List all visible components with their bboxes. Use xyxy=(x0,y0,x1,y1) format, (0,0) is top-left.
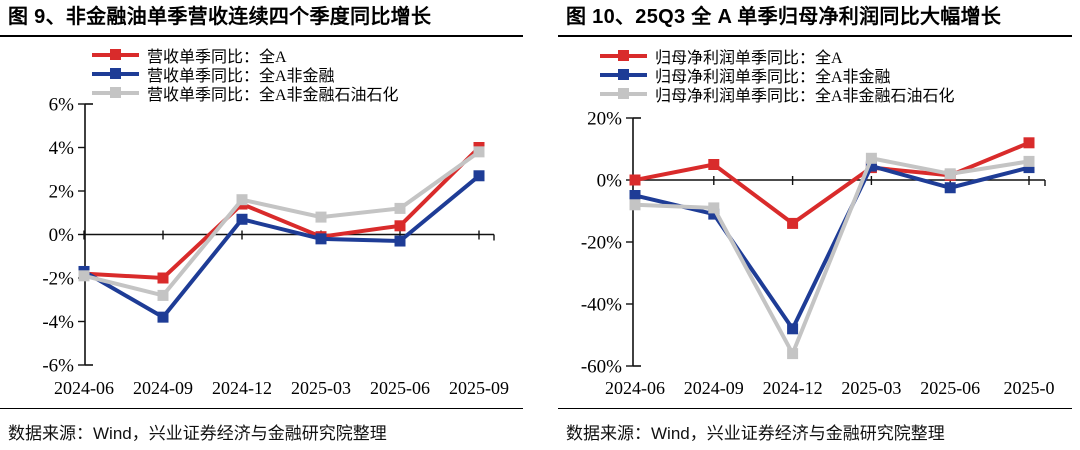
svg-text:2024-09: 2024-09 xyxy=(684,378,744,398)
legend-line-marker-icon xyxy=(600,88,647,99)
svg-text:2025-0: 2025-0 xyxy=(1004,378,1055,398)
legend-item-label: 归母净利润单季同比：全A xyxy=(655,49,843,67)
svg-text:2%: 2% xyxy=(49,182,75,203)
svg-text:2024-09: 2024-09 xyxy=(133,378,193,398)
svg-text:-60%: -60% xyxy=(581,357,622,378)
figure-10-panel: 20% 0% -20% -40% -60% 2024-06 2024-09 2024-12 20… xyxy=(540,0,1080,450)
legend-line-marker-icon xyxy=(600,69,647,80)
data-source-text: 数据来源：Wind，兴业证券经济与金融研究院整理 xyxy=(566,424,945,443)
figure-9-panel: 6% 4% 2% 0% -2% -4% -6% 2024-06 2024-09 2024-12 20… xyxy=(0,0,523,444)
legend-item-label: 归母净利润单季同比：全A非金融 xyxy=(655,68,891,86)
legend-item-label: 营收单季同比：全A非金融石油石化 xyxy=(147,86,399,104)
figure-9-title: 图 9、非金融油单季营收连续四个季度同比增长 xyxy=(0,0,523,37)
svg-text:2025-09: 2025-09 xyxy=(449,378,509,398)
legend-item: 营收单季同比：全A非金融 xyxy=(92,64,399,85)
svg-text:2024-12: 2024-12 xyxy=(212,378,272,398)
figure-10-source-note: 数据来源：Wind，兴业证券经济与金融研究院整理 xyxy=(558,408,1072,444)
figure-10-title-block: 图 10、25Q3 全 A 单季归母净利润同比大幅增长 xyxy=(558,0,1072,37)
svg-text:2024-06: 2024-06 xyxy=(605,378,665,398)
svg-text:0%: 0% xyxy=(49,225,75,246)
svg-text:6%: 6% xyxy=(49,95,75,116)
legend-item-label: 营收单季同比：全A非金融 xyxy=(147,67,335,85)
data-source-text: 数据来源：Wind，兴业证券经济与金融研究院整理 xyxy=(8,424,387,443)
figure-9-legend: 营收单季同比：全A 营收单季同比：全A非金融 营收单季同比：全A非金融石油石化 xyxy=(92,45,399,104)
legend-item: 营收单季同比：全A非金融石油石化 xyxy=(92,83,399,104)
figure-10-legend: 归母净利润单季同比：全A 归母净利润单季同比：全A非金融 归母净利润单季同比：全… xyxy=(600,46,955,105)
legend-item: 归母净利润单季同比：全A xyxy=(600,46,955,67)
svg-text:2024-06: 2024-06 xyxy=(54,378,114,398)
svg-text:-2%: -2% xyxy=(42,269,74,290)
svg-text:-4%: -4% xyxy=(42,312,74,333)
svg-text:2025-03: 2025-03 xyxy=(841,378,901,398)
figure-10-line-chart: 20% 0% -20% -40% -60%2024-06 2024-09 2024-12 20… xyxy=(581,109,1055,399)
figure-9-source-note: 数据来源：Wind，兴业证券经济与金融研究院整理 xyxy=(0,408,523,444)
legend-line-marker-icon xyxy=(600,50,647,61)
svg-text:2025-06: 2025-06 xyxy=(370,378,430,398)
svg-text:0%: 0% xyxy=(597,171,623,192)
legend-line-marker-icon xyxy=(92,68,139,79)
legend-item: 归母净利润单季同比：全A非金融 xyxy=(600,65,955,86)
svg-text:20%: 20% xyxy=(587,109,622,130)
svg-text:4%: 4% xyxy=(49,138,75,159)
legend-item: 营收单季同比：全A xyxy=(92,45,399,66)
figure-9-title-block: 图 9、非金融油单季营收连续四个季度同比增长 xyxy=(0,0,523,37)
svg-text:2024-12: 2024-12 xyxy=(763,378,823,398)
svg-text:-40%: -40% xyxy=(581,295,622,316)
legend-item-label: 归母净利润单季同比：全A非金融石油石化 xyxy=(655,87,955,105)
svg-text:-6%: -6% xyxy=(42,356,74,377)
figure-9-line-chart: 6% 4% 2% 0% -2% -4% -6%2024-06 2024-09 2024-12 20… xyxy=(42,95,509,399)
legend-line-marker-icon xyxy=(92,49,139,60)
legend-item: 归母净利润单季同比：全A非金融石油石化 xyxy=(600,84,955,105)
svg-text:2025-03: 2025-03 xyxy=(291,378,351,398)
legend-item-label: 营收单季同比：全A xyxy=(147,48,287,66)
svg-text:2025-06: 2025-06 xyxy=(920,378,980,398)
figure-10-title: 图 10、25Q3 全 A 单季归母净利润同比大幅增长 xyxy=(558,0,1072,37)
legend-line-marker-icon xyxy=(92,87,139,98)
svg-text:-20%: -20% xyxy=(581,233,622,254)
